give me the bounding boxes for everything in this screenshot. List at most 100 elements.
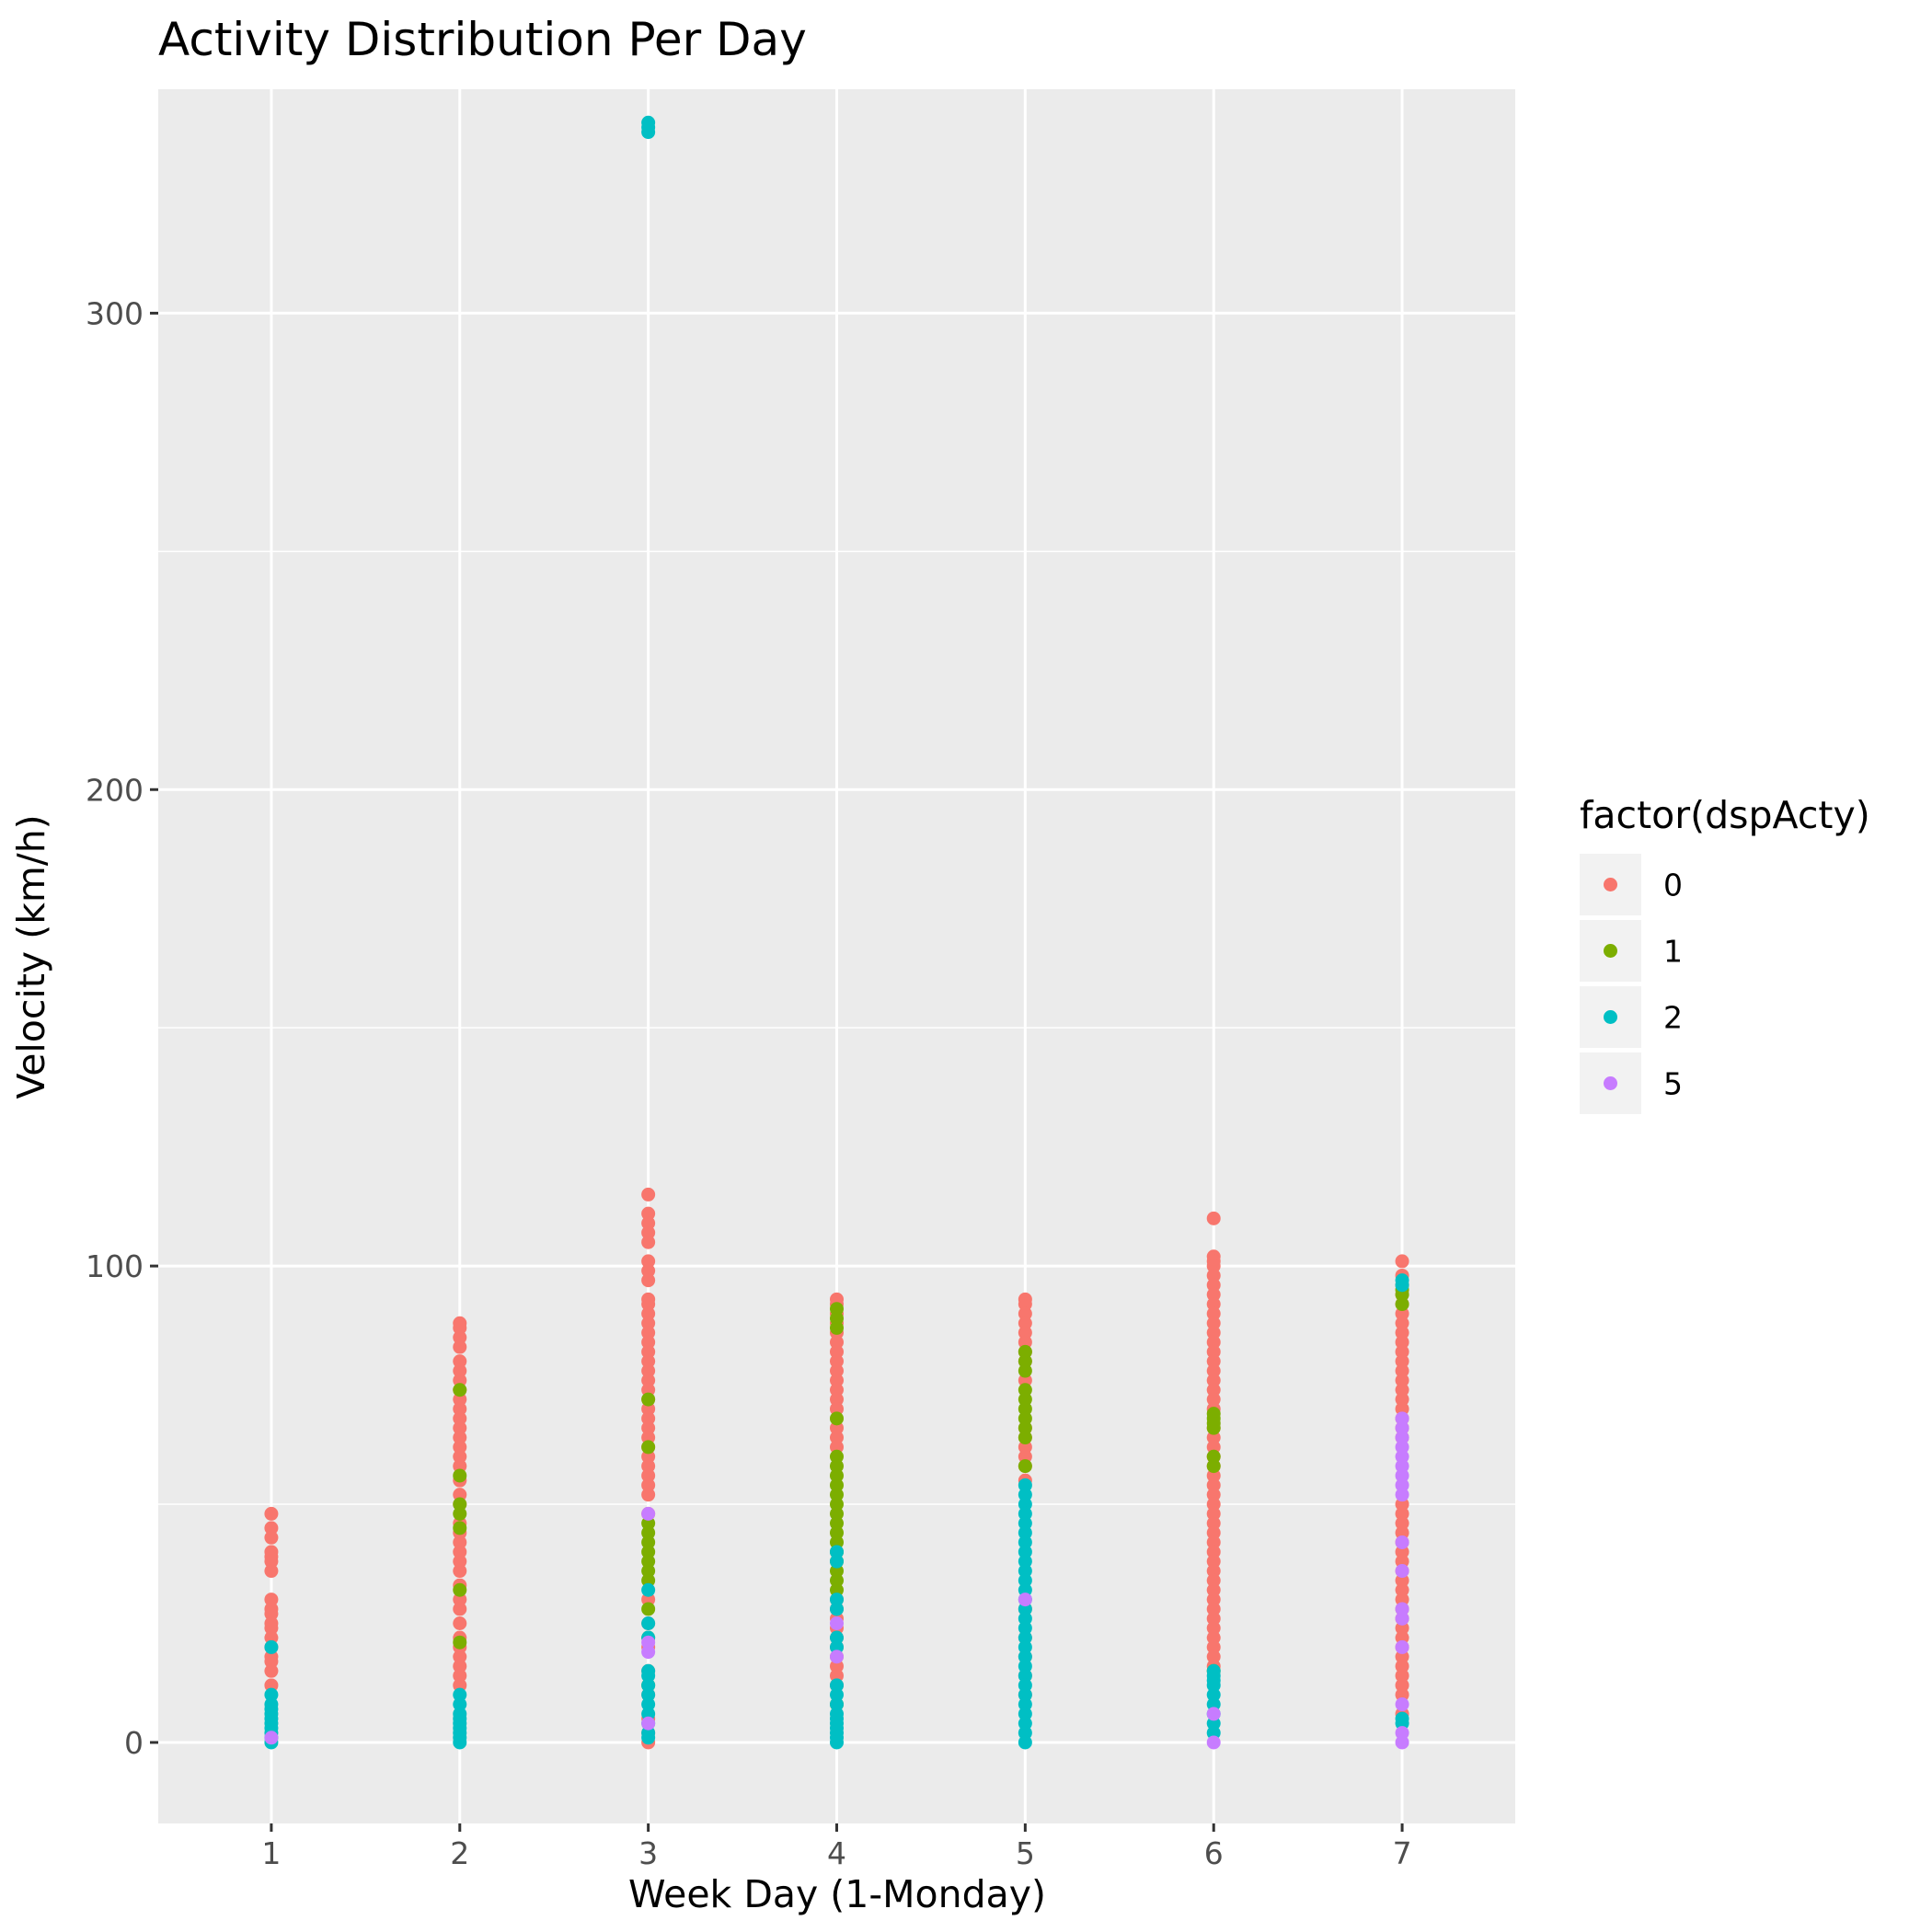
data-point-2 xyxy=(453,1735,467,1750)
data-point-2 xyxy=(1018,1697,1032,1712)
legend-label: 5 xyxy=(1663,1066,1683,1102)
legend-marker xyxy=(1604,878,1617,891)
data-point-0 xyxy=(1395,1344,1409,1359)
data-point-1 xyxy=(453,1497,467,1512)
data-point-5 xyxy=(1395,1535,1409,1549)
data-point-2 xyxy=(453,1687,467,1702)
data-point-5 xyxy=(641,1645,656,1660)
data-point-2 xyxy=(1018,1621,1032,1636)
data-point-1 xyxy=(1018,1344,1032,1359)
data-point-0 xyxy=(1395,1497,1409,1512)
data-point-1 xyxy=(641,1535,656,1549)
data-point-1 xyxy=(641,1516,656,1531)
legend-marker xyxy=(1604,944,1617,958)
data-point-2 xyxy=(830,1630,844,1645)
data-point-0 xyxy=(641,1216,656,1230)
data-point-0 xyxy=(453,1340,467,1354)
data-point-0 xyxy=(453,1330,467,1345)
data-point-0 xyxy=(453,1488,467,1502)
data-point-0 xyxy=(641,1478,656,1492)
data-point-5 xyxy=(1206,1707,1221,1721)
data-point-0 xyxy=(1206,1326,1221,1340)
y-tick-label: 200 xyxy=(86,772,144,808)
data-point-1 xyxy=(1018,1420,1032,1435)
data-point-0 xyxy=(1206,1611,1221,1626)
data-point-0 xyxy=(1206,1278,1221,1293)
data-point-2 xyxy=(641,1678,656,1693)
data-point-5 xyxy=(1206,1735,1221,1750)
data-point-5 xyxy=(1395,1564,1409,1579)
data-point-1 xyxy=(830,1564,844,1579)
data-point-5 xyxy=(1395,1420,1409,1435)
data-point-0 xyxy=(1206,1297,1221,1312)
data-point-0 xyxy=(453,1373,467,1387)
x-tick-label: 4 xyxy=(827,1835,846,1871)
x-tick-label: 3 xyxy=(638,1835,658,1871)
data-point-0 xyxy=(1206,1488,1221,1502)
data-point-2 xyxy=(641,1582,656,1597)
data-point-0 xyxy=(453,1602,467,1616)
data-point-0 xyxy=(1206,1650,1221,1664)
data-point-2 xyxy=(1018,1573,1032,1588)
data-point-1 xyxy=(830,1516,844,1531)
data-point-0 xyxy=(1395,1401,1409,1416)
data-point-0 xyxy=(453,1554,467,1569)
data-point-1 xyxy=(453,1635,467,1650)
data-point-0 xyxy=(1206,1363,1221,1378)
data-point-2 xyxy=(641,1731,656,1745)
data-point-0 xyxy=(1395,1363,1409,1378)
data-point-0 xyxy=(641,1363,656,1378)
data-point-2 xyxy=(1206,1716,1221,1731)
data-point-0 xyxy=(1206,1582,1221,1597)
data-point-0 xyxy=(1018,1335,1032,1350)
data-point-2 xyxy=(830,1697,844,1712)
data-point-0 xyxy=(1206,1287,1221,1302)
data-point-0 xyxy=(641,1468,656,1483)
data-point-2 xyxy=(1018,1735,1032,1750)
data-point-2 xyxy=(1206,1687,1221,1702)
data-point-5 xyxy=(641,1716,656,1731)
data-point-1 xyxy=(830,1573,844,1588)
x-tick-label: 6 xyxy=(1204,1835,1224,1871)
data-point-0 xyxy=(453,1650,467,1664)
data-point-0 xyxy=(453,1420,467,1435)
data-point-1 xyxy=(641,1525,656,1540)
x-tick-label: 1 xyxy=(261,1835,281,1871)
data-point-0 xyxy=(1395,1582,1409,1597)
data-point-0 xyxy=(1395,1593,1409,1607)
legend-label: 1 xyxy=(1663,934,1683,970)
data-point-0 xyxy=(641,1431,656,1445)
data-point-2 xyxy=(1395,1278,1409,1293)
data-point-0 xyxy=(1018,1373,1032,1387)
data-point-0 xyxy=(641,1235,656,1249)
data-point-5 xyxy=(1395,1488,1409,1502)
data-point-0 xyxy=(453,1668,467,1683)
data-point-0 xyxy=(1395,1254,1409,1269)
data-point-0 xyxy=(453,1449,467,1464)
data-point-0 xyxy=(1206,1268,1221,1282)
data-point-0 xyxy=(1395,1326,1409,1340)
y-tick-label: 300 xyxy=(86,295,144,331)
data-point-2 xyxy=(830,1639,844,1654)
data-point-0 xyxy=(830,1431,844,1445)
data-point-0 xyxy=(1206,1431,1221,1445)
data-point-2 xyxy=(1018,1478,1032,1492)
data-point-0 xyxy=(641,1401,656,1416)
legend: factor(dspActy) 0 1 2 5 xyxy=(1580,793,1870,1114)
data-point-2 xyxy=(1018,1650,1032,1664)
data-point-0 xyxy=(264,1530,279,1545)
data-point-0 xyxy=(453,1401,467,1416)
data-point-0 xyxy=(641,1225,656,1240)
data-point-0 xyxy=(1395,1354,1409,1369)
data-point-0 xyxy=(1395,1573,1409,1588)
data-point-0 xyxy=(830,1354,844,1369)
data-point-0 xyxy=(1395,1373,1409,1387)
data-point-2 xyxy=(1018,1582,1032,1597)
data-point-0 xyxy=(641,1297,656,1312)
legend-label: 0 xyxy=(1663,868,1683,903)
data-point-2 xyxy=(1018,1488,1032,1502)
data-point-0 xyxy=(641,1326,656,1340)
data-point-0 xyxy=(1018,1440,1032,1455)
data-point-2 xyxy=(1018,1525,1032,1540)
data-point-1 xyxy=(641,1573,656,1588)
